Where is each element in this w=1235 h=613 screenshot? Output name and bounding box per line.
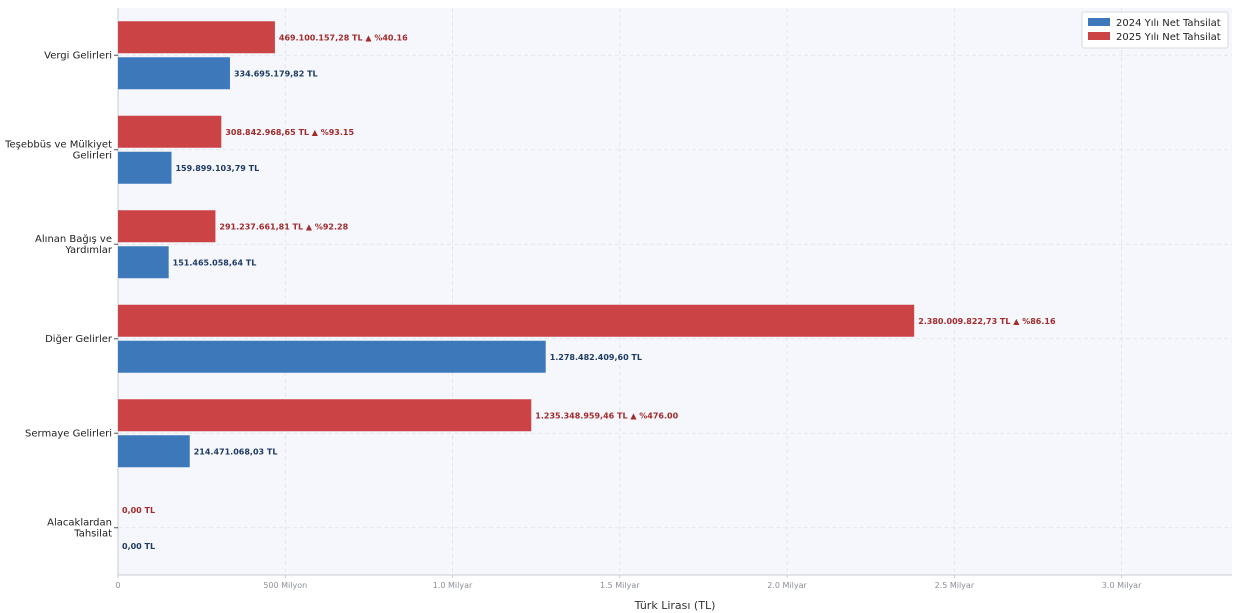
x-tick-label: 3.0 Milyar	[1102, 581, 1142, 590]
x-tick-label: 0	[115, 581, 120, 590]
bar-2025[interactable]	[118, 21, 275, 53]
data-label-2025: 1.235.348.959,46 TL ▲ %476.00	[535, 411, 678, 420]
legend-label: 2025 Yılı Net Tahsilat	[1116, 32, 1221, 43]
bar-2025[interactable]	[118, 116, 221, 148]
x-tick-label: 500 Milyon	[263, 581, 307, 590]
x-tick-label: 1.5 Milyar	[600, 581, 640, 590]
bar-2024[interactable]	[118, 57, 230, 89]
category-label: Sermaye Gelirleri	[25, 428, 112, 439]
data-label-2025: 2.380.009.822,73 TL ▲ %86.16	[918, 317, 1056, 326]
data-label-2024: 151.465.058,64 TL	[173, 258, 257, 267]
bar-2025[interactable]	[118, 399, 531, 431]
data-label-2025: 0,00 TL	[122, 506, 155, 515]
data-label-2024: 334.695.179,82 TL	[234, 69, 318, 78]
category-label: Teşebbüs ve Mülkiyet Gelirleri	[4, 139, 112, 161]
x-tick-label: 2.0 Milyar	[767, 581, 807, 590]
category-label: Vergi Gelirleri	[44, 50, 112, 61]
bar-2024[interactable]	[118, 435, 190, 467]
data-label-2024: 159.899.103,79 TL	[175, 164, 259, 173]
data-label-2024: 214.471.068,03 TL	[194, 447, 278, 456]
x-tick-label: 2.5 Milyar	[935, 581, 975, 590]
category-label: Alacaklardan Tahsilat	[47, 517, 112, 539]
data-label-2024: 0,00 TL	[122, 542, 155, 551]
legend-swatch	[1088, 32, 1110, 40]
data-label-2025: 469.100.157,28 TL ▲ %40.16	[279, 33, 408, 42]
data-label-2025: 308.842.968,65 TL ▲ %93.15	[225, 128, 354, 137]
bar-2024[interactable]	[118, 152, 171, 184]
x-tick-label: 1.0 Milyar	[433, 581, 473, 590]
data-label-2025: 291.237.661,81 TL ▲ %92.28	[219, 222, 348, 231]
legend-swatch	[1088, 18, 1110, 26]
bar-2025[interactable]	[118, 305, 914, 337]
bar-2024[interactable]	[118, 341, 546, 373]
legend-label: 2024 Yılı Net Tahsilat	[1116, 18, 1221, 29]
bar-2025[interactable]	[118, 210, 215, 242]
data-label-2024: 1.278.482.409,60 TL	[550, 353, 642, 362]
category-label: Diğer Gelirler	[45, 333, 113, 345]
x-axis-title: Türk Lirası (TL)	[634, 599, 716, 612]
bar-2024[interactable]	[118, 246, 169, 278]
category-label: Alınan Bağış ve Yardımlar	[35, 233, 113, 256]
